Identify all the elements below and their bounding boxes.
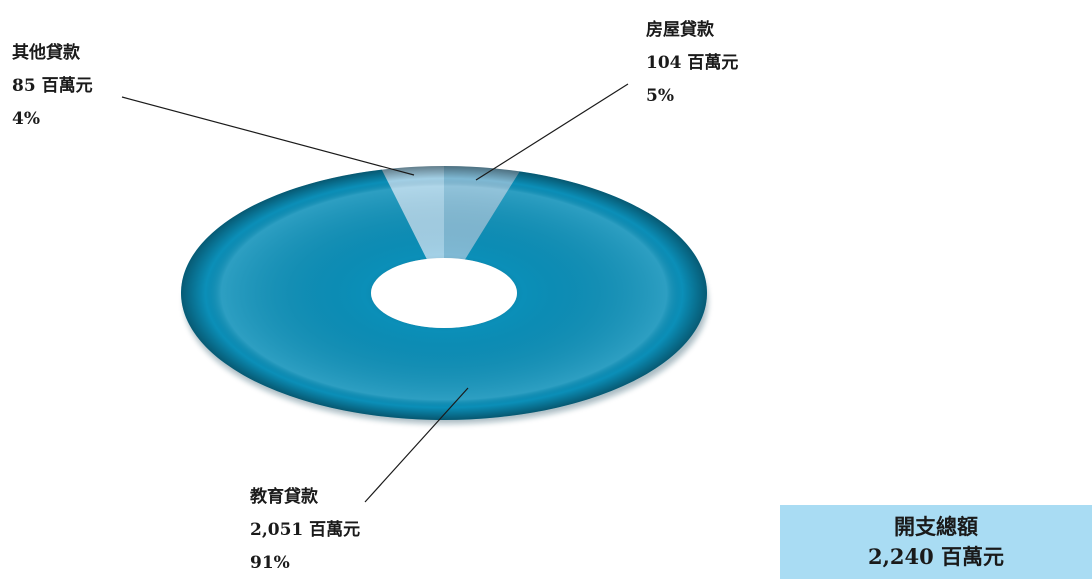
leader-line-other	[121, 96, 415, 176]
label-housing-amount: 104 百萬元	[646, 52, 738, 73]
label-other-amount: 85 百萬元	[12, 75, 93, 96]
total-title: 開支總額	[894, 514, 978, 539]
label-other-name: 其他貸款	[12, 42, 81, 63]
label-other-percent: 4%	[12, 109, 40, 129]
label-housing-name: 房屋貸款	[646, 19, 715, 40]
label-education-percent: 91%	[250, 553, 290, 573]
label-education-amount: 2,051 百萬元	[250, 519, 360, 540]
leader-line-housing	[475, 83, 629, 181]
label-education-name: 教育貸款	[249, 486, 319, 507]
donut-hole	[371, 258, 517, 328]
label-housing-percent: 5%	[646, 86, 674, 106]
total-expenditure-box: 開支總額 2,240 百萬元	[780, 505, 1092, 579]
total-amount: 2,240 百萬元	[867, 544, 1005, 569]
leader-line-education	[364, 387, 469, 503]
